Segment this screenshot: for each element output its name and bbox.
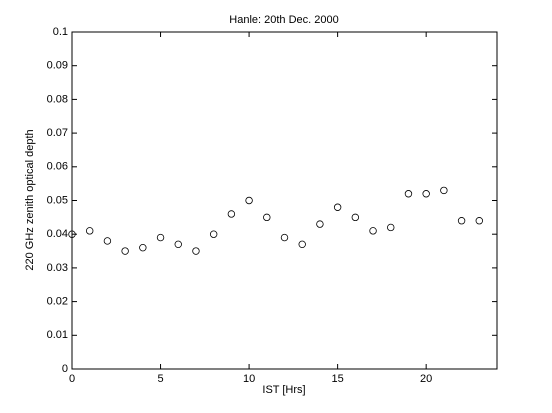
- y-tick-label: 0.02: [47, 296, 68, 308]
- marker: [369, 227, 377, 235]
- x-tick-label: 5: [157, 373, 163, 385]
- y-tick-label: 0.04: [47, 228, 68, 240]
- marker: [457, 217, 466, 225]
- marker: [103, 237, 112, 245]
- marker: [245, 196, 253, 205]
- marker: [387, 223, 395, 232]
- x-axis-label: IST [Hrs]: [262, 384, 305, 396]
- x-tick-label: 15: [332, 373, 344, 385]
- y-axis-label: 220 GHz zenith optical depth: [24, 129, 36, 270]
- marker: [298, 240, 306, 249]
- chart-title: Hanle: 20th Dec. 2000: [229, 14, 338, 26]
- x-tick-label: 10: [243, 373, 255, 385]
- marker: [156, 233, 165, 242]
- y-tick-label: 0: [62, 363, 68, 375]
- marker: [174, 240, 182, 249]
- y-tick-label: 0.09: [47, 60, 68, 72]
- marker: [227, 210, 236, 218]
- marker: [209, 230, 218, 238]
- marker: [139, 243, 147, 252]
- marker: [280, 233, 289, 242]
- y-tick-label: 0.1: [53, 26, 68, 38]
- y-tick-label: 0.07: [47, 127, 68, 139]
- x-tick-label: 20: [420, 373, 432, 385]
- x-tick-label: 0: [69, 373, 75, 385]
- marker: [263, 213, 271, 222]
- marker: [422, 190, 430, 198]
- y-tick-label: 0.05: [47, 194, 68, 206]
- marker: [404, 190, 413, 198]
- marker: [192, 247, 200, 255]
- marker: [68, 230, 76, 238]
- y-tick-label: 0.06: [47, 161, 68, 173]
- y-tick-label: 0.08: [47, 93, 68, 105]
- marker: [121, 247, 129, 255]
- y-tick-label: 0.03: [47, 262, 68, 274]
- marker: [351, 213, 360, 222]
- y-tick-label: 0.01: [47, 329, 68, 341]
- marker: [86, 227, 94, 235]
- marker: [333, 203, 342, 211]
- marker: [475, 217, 483, 225]
- marker: [440, 186, 448, 195]
- marker: [316, 220, 324, 228]
